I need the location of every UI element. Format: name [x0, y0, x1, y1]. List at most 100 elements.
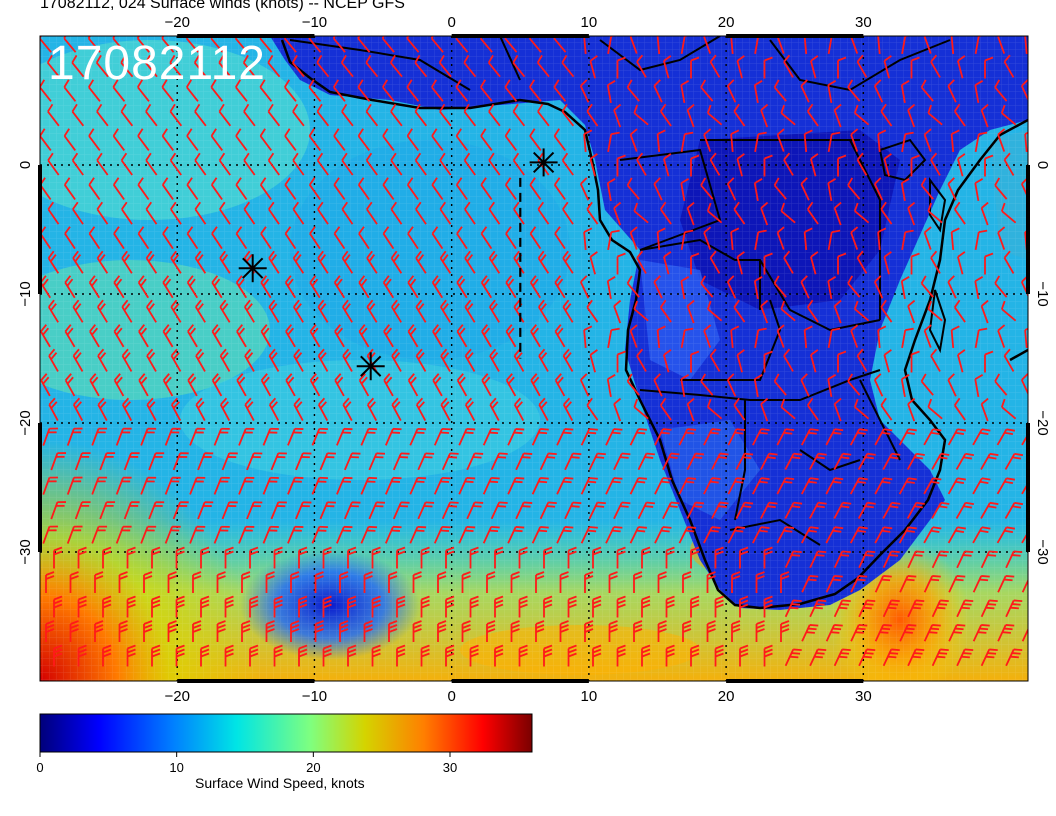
wind-barb — [900, 374, 910, 398]
wind-barb — [954, 397, 966, 421]
wind-barb — [706, 202, 723, 224]
wind-barb — [927, 202, 943, 224]
wind-barb — [641, 595, 651, 618]
wind-barb — [690, 546, 700, 569]
wind-barb — [800, 177, 810, 201]
wind-barb — [755, 571, 765, 593]
wind-barb — [292, 250, 305, 274]
wind-barb — [391, 348, 402, 372]
wind-barb — [513, 397, 525, 421]
wind-barb — [947, 526, 966, 544]
wind-barb — [730, 129, 740, 153]
wind-barb — [616, 644, 626, 667]
wind-barb — [1004, 501, 1024, 519]
wind-barb — [731, 571, 741, 593]
wind-barb — [807, 201, 819, 225]
wind-barb — [606, 374, 616, 398]
wind-barb — [360, 476, 378, 495]
wind-barb — [901, 327, 914, 349]
wind-barb — [121, 397, 133, 421]
wind-barb — [488, 103, 501, 127]
wind-barb — [175, 644, 185, 667]
wind-barb — [736, 251, 745, 275]
wind-barb — [807, 299, 819, 323]
wind-barb — [164, 427, 181, 446]
wind-barb — [608, 620, 618, 642]
wind-barb — [267, 103, 281, 127]
wind-barb — [368, 501, 386, 520]
wind-barb — [923, 324, 932, 348]
frame-block — [726, 679, 864, 683]
wind-barb — [194, 250, 207, 274]
wind-barb — [833, 501, 852, 519]
wind-barb — [703, 226, 712, 250]
wind-barb — [235, 177, 248, 201]
wind-barb — [543, 595, 553, 618]
wind-barb — [825, 575, 843, 593]
wind-barb — [170, 201, 182, 225]
wind-barb — [980, 103, 989, 128]
wind-barb — [857, 501, 876, 519]
wind-barb — [439, 152, 452, 176]
wind-barb — [773, 373, 787, 396]
lon-tick-label-top: −10 — [302, 14, 327, 31]
wind-barb — [238, 427, 255, 446]
wind-barb — [980, 599, 998, 618]
wind-barb — [580, 526, 598, 544]
wind-barb — [910, 350, 920, 373]
wind-barb — [636, 348, 647, 372]
wind-barb — [308, 79, 322, 102]
wind-barb — [900, 178, 910, 202]
wind-barb — [238, 525, 255, 544]
wind-barb — [246, 452, 263, 471]
wind-barb — [579, 275, 590, 299]
wind-barb — [383, 373, 394, 397]
wind-barb — [956, 550, 974, 569]
wind-barb — [409, 525, 427, 544]
wind-barb — [235, 226, 248, 250]
frame-block — [726, 34, 864, 38]
wind-barb — [138, 324, 149, 348]
wind-barb — [260, 324, 272, 348]
wind-barb — [678, 428, 697, 446]
wind-barb — [287, 427, 304, 446]
wind-barb — [605, 477, 623, 495]
wind-barb — [760, 452, 778, 471]
wind-barb — [873, 177, 884, 201]
wind-barb — [505, 324, 517, 348]
wind-barb — [368, 452, 386, 471]
graticule — [40, 36, 1028, 681]
wind-barb — [47, 103, 60, 127]
wind-barb — [657, 620, 667, 642]
wind-barb — [260, 275, 272, 299]
wind-barb — [445, 595, 455, 618]
wind-barb — [365, 54, 379, 78]
wind-barb — [391, 397, 402, 421]
wind-barb — [849, 428, 868, 446]
wind-barb — [186, 177, 199, 201]
wind-barb — [760, 397, 769, 422]
wind-barb — [882, 501, 901, 519]
wind-barb — [882, 452, 901, 470]
wind-barb — [388, 571, 398, 593]
wind-barb — [151, 595, 161, 618]
wind-barb — [907, 103, 916, 128]
wind-barb — [606, 276, 616, 300]
wind-barb — [556, 526, 574, 544]
wind-barb — [753, 80, 763, 104]
wind-barb — [414, 152, 427, 176]
wind-barb — [170, 397, 182, 421]
wind-barb — [358, 275, 370, 299]
wind-barb — [803, 325, 813, 349]
wind-barb — [456, 324, 468, 348]
wind-barb — [553, 128, 566, 151]
wind-barb — [268, 397, 280, 421]
wind-barb — [849, 477, 868, 495]
wind-barb — [144, 54, 158, 78]
wind-barb — [850, 575, 868, 593]
wind-barb — [529, 226, 542, 250]
wind-barb — [984, 56, 994, 79]
wind-barb — [801, 624, 819, 642]
wind-barb — [907, 599, 925, 618]
wind-barb — [371, 595, 381, 618]
